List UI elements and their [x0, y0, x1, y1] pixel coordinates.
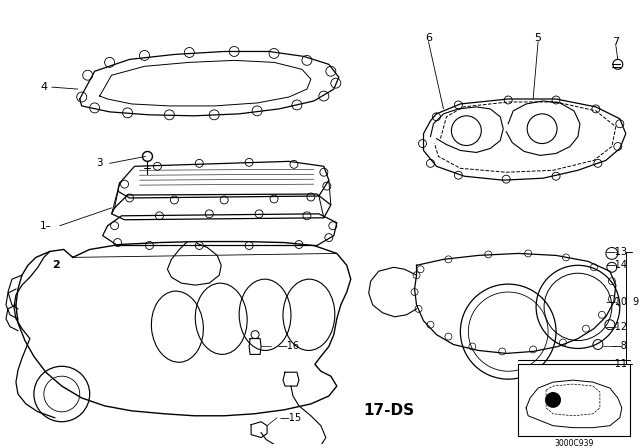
Text: —14: —14: [606, 260, 628, 270]
Text: 5: 5: [534, 33, 541, 43]
Text: 3000C939: 3000C939: [554, 439, 594, 448]
Text: 4: 4: [41, 82, 48, 92]
Text: —8: —8: [612, 341, 628, 352]
Text: —15: —15: [279, 413, 301, 423]
Text: 9: 9: [633, 297, 639, 307]
Text: —13: —13: [606, 247, 628, 258]
Text: —11: —11: [606, 359, 628, 369]
Text: —16: —16: [277, 341, 299, 352]
Text: 3: 3: [96, 158, 102, 168]
Text: 1–: 1–: [40, 221, 52, 231]
Text: —10: —10: [606, 297, 628, 307]
Text: —12: —12: [605, 322, 628, 332]
Text: 7: 7: [612, 37, 620, 47]
Circle shape: [545, 392, 561, 408]
Text: 17-DS: 17-DS: [363, 403, 414, 418]
Text: 2: 2: [52, 260, 60, 270]
Text: 6: 6: [425, 33, 432, 43]
Bar: [518, 364, 630, 435]
